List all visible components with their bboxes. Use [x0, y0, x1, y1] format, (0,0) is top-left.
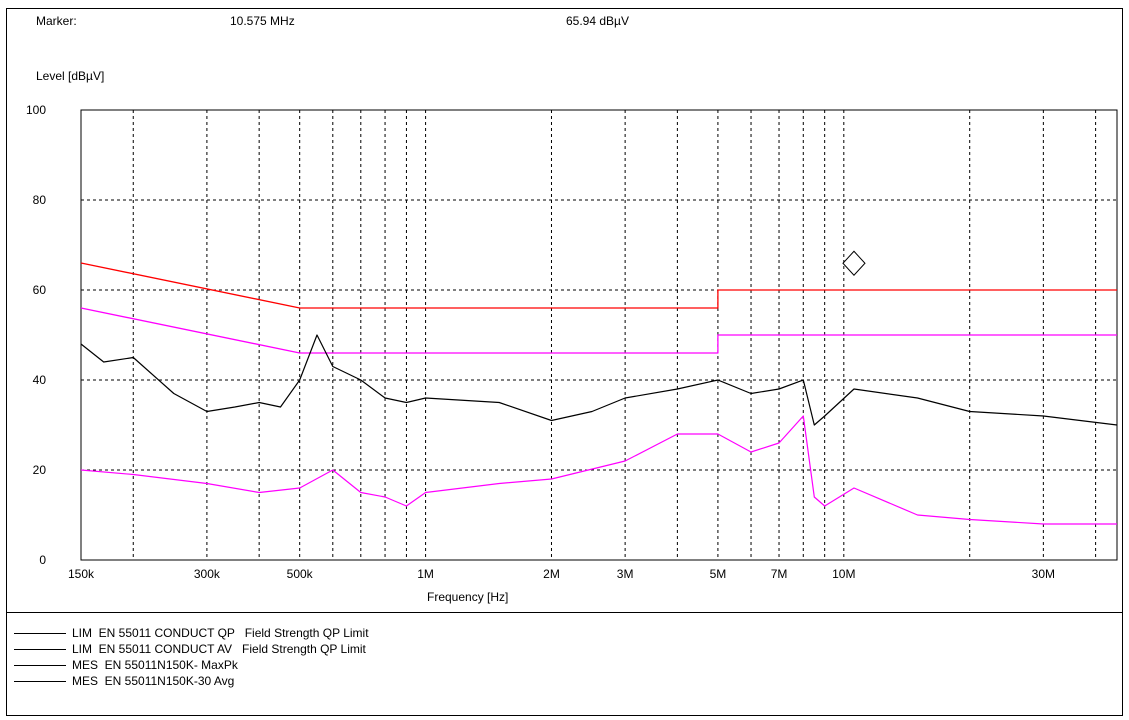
x-tick-label: 10M	[832, 567, 855, 581]
x-tick-label: 300k	[194, 567, 221, 581]
legend-item: LIM EN 55011 CONDUCT AV Field Strength Q…	[14, 641, 366, 657]
y-tick-label: 100	[26, 103, 46, 117]
limit-av-line	[80, 307, 1117, 354]
legend-line	[14, 680, 66, 682]
x-tick-label: 30M	[1032, 567, 1055, 581]
chart-plot: 100 80 60 40 20 0 150k 300k 500k 1M 2M 3M 5M 7M 10M 30M	[26, 103, 1118, 581]
x-tick-label: 150k	[68, 567, 95, 581]
x-tick-label: 3M	[617, 567, 634, 581]
legend-label: LIM EN 55011 CONDUCT QP Field Strength Q…	[72, 626, 369, 640]
y-tick-label: 0	[39, 553, 46, 567]
legend-item: MES EN 55011N150K-30 Avg	[14, 673, 234, 689]
x-tick-label: 5M	[710, 567, 727, 581]
x-axis-label: Frequency [Hz]	[427, 590, 509, 604]
marker-level: 65.94 dBµV	[566, 14, 629, 28]
marker-label: Marker:	[36, 14, 77, 28]
y-tick-label: 20	[33, 463, 47, 477]
y-axis-label: Level [dBµV]	[36, 69, 105, 83]
legend-item: MES EN 55011N150K- MaxPk	[14, 657, 238, 673]
legend-line	[14, 632, 66, 634]
marker-frequency: 10.575 MHz	[230, 14, 295, 28]
x-tick-label: 1M	[417, 567, 434, 581]
legend-item: LIM EN 55011 CONDUCT QP Field Strength Q…	[14, 625, 369, 641]
limit-qp-line	[80, 262, 1117, 309]
avg-trace	[80, 415, 1117, 525]
y-tick-label: 40	[33, 373, 47, 387]
y-tick-label: 60	[33, 283, 47, 297]
legend-label: LIM EN 55011 CONDUCT AV Field Strength Q…	[72, 642, 366, 656]
x-tick-label: 7M	[771, 567, 788, 581]
legend-label: MES EN 55011N150K-30 Avg	[72, 674, 235, 688]
y-tick-label: 80	[33, 193, 47, 207]
chart-frame	[6, 8, 1123, 716]
x-tick-label: 2M	[543, 567, 560, 581]
legend-line	[14, 664, 66, 666]
marker-diamond	[842, 250, 866, 277]
legend-label: MES EN 55011N150K- MaxPk	[72, 658, 238, 672]
legend-line	[14, 648, 66, 650]
maxpk-trace	[80, 334, 1118, 426]
legend: LIM EN 55011 CONDUCT QP Field Strength Q…	[6, 612, 1123, 716]
x-tick-label: 500k	[287, 567, 314, 581]
